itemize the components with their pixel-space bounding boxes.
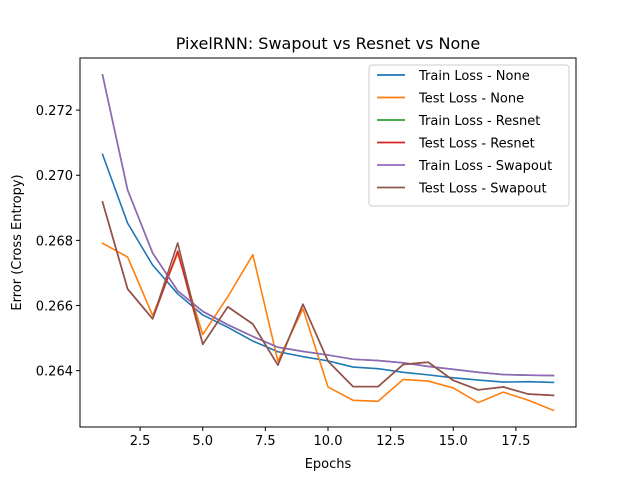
chart-title: PixelRNN: Swapout vs Resnet vs None (176, 34, 480, 53)
x-tick-label: 10.0 (314, 434, 343, 449)
x-tick-label: 2.5 (130, 434, 151, 449)
x-tick-label: 12.5 (376, 434, 405, 449)
legend-entry-label: Train Loss - None (418, 69, 530, 84)
y-tick-label: 0.270 (36, 169, 73, 184)
x-axis-label: Epochs (305, 457, 352, 472)
x-tick-label: 17.5 (501, 434, 530, 449)
legend-entry-label: Train Loss - Resnet (418, 114, 540, 129)
y-axis-label: Error (Cross Entropy) (10, 174, 25, 310)
legend-entry-label: Test Loss - Swapout (418, 182, 547, 197)
series-line-4 (101, 73, 555, 377)
series-line-5 (101, 200, 555, 397)
legend: Train Loss - None Test Loss - None Train L… (368, 64, 570, 207)
y-tick-label: 0.266 (36, 300, 73, 315)
y-axis: 0.264 0.266 0.268 0.270 0.272 (36, 104, 80, 380)
legend-entry-label: Train Loss - Swapout (418, 159, 552, 174)
x-tick-label: 5.0 (192, 434, 213, 449)
legend-box (368, 64, 570, 207)
legend-entry-label: Test Loss - Resnet (418, 137, 535, 152)
y-tick-label: 0.272 (36, 104, 73, 119)
x-tick-label: 15.0 (439, 434, 468, 449)
y-tick-label: 0.264 (36, 365, 73, 380)
x-tick-label: 7.5 (255, 434, 276, 449)
x-axis: 2.5 5.0 7.5 10.0 12.5 15.0 17.5 (130, 427, 530, 449)
plot-area (101, 73, 555, 412)
legend-entry-label: Test Loss - None (418, 92, 524, 107)
y-tick-label: 0.268 (36, 234, 73, 249)
